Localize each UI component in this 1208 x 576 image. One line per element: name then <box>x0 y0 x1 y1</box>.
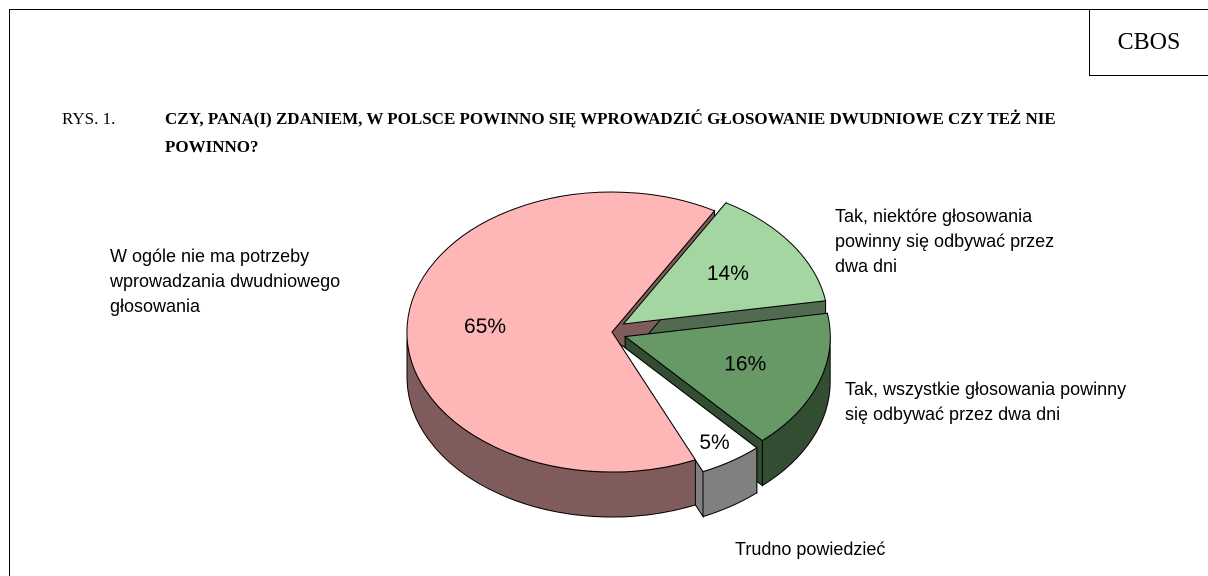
slice <box>406 191 716 473</box>
frame <box>9 9 1208 576</box>
value-label: 65% <box>464 315 506 338</box>
value-label: 16% <box>724 353 766 376</box>
category-label: W ogóle nie ma potrzeby wprowadzania dwu… <box>110 246 341 316</box>
category-label: Tak, niektóre głosowania powinny się odb… <box>835 206 1055 276</box>
slice <box>622 202 827 325</box>
chart-title: CZY, PANA(I) ZDANIEM, W POLSCE POWINNO S… <box>165 109 1056 156</box>
source: CBOS <box>1089 9 1208 76</box>
category-label: Trudno powiedzieć <box>735 539 886 559</box>
value-label: 14% <box>707 262 749 285</box>
slice <box>619 343 758 473</box>
category-label: Tak, wszystkie głosowania powinny się od… <box>845 379 1127 424</box>
slice <box>623 312 831 442</box>
value-label: 5% <box>699 431 729 454</box>
figure-label: RYS. 1. <box>62 109 116 128</box>
